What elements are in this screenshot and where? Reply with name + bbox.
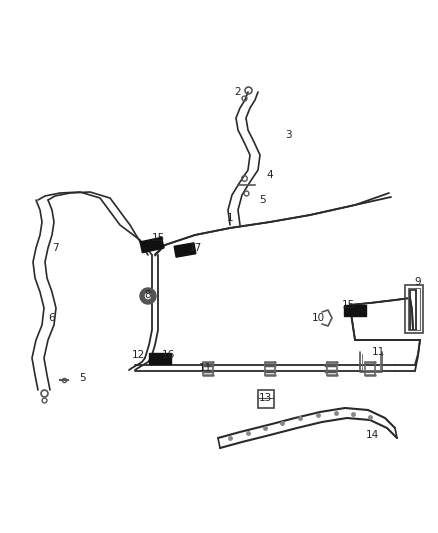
Text: 11: 11 [371,347,385,357]
Bar [149,352,171,364]
Bar [408,288,420,330]
Text: 16: 16 [161,350,175,360]
Text: 12: 12 [131,350,145,360]
Text: 14: 14 [365,430,378,440]
Text: 10: 10 [311,313,325,323]
Text: 5: 5 [79,373,85,383]
Text: 2: 2 [235,87,241,97]
Text: 1: 1 [227,213,233,223]
Text: 3: 3 [285,130,291,140]
Text: 7: 7 [52,243,58,253]
Text: 13: 13 [258,393,272,403]
Bar [405,285,423,333]
Bar [258,390,274,408]
Text: 11: 11 [198,363,212,373]
Bar [140,237,164,253]
Text: 6: 6 [49,313,55,323]
Bar [174,243,196,257]
Text: 15: 15 [341,300,355,310]
Text: 5: 5 [259,195,265,205]
Text: 4: 4 [267,170,273,180]
Text: 17: 17 [188,243,201,253]
Bar [344,304,366,316]
Text: 9: 9 [415,277,421,287]
Text: 15: 15 [152,233,165,243]
Text: 8: 8 [145,290,151,300]
